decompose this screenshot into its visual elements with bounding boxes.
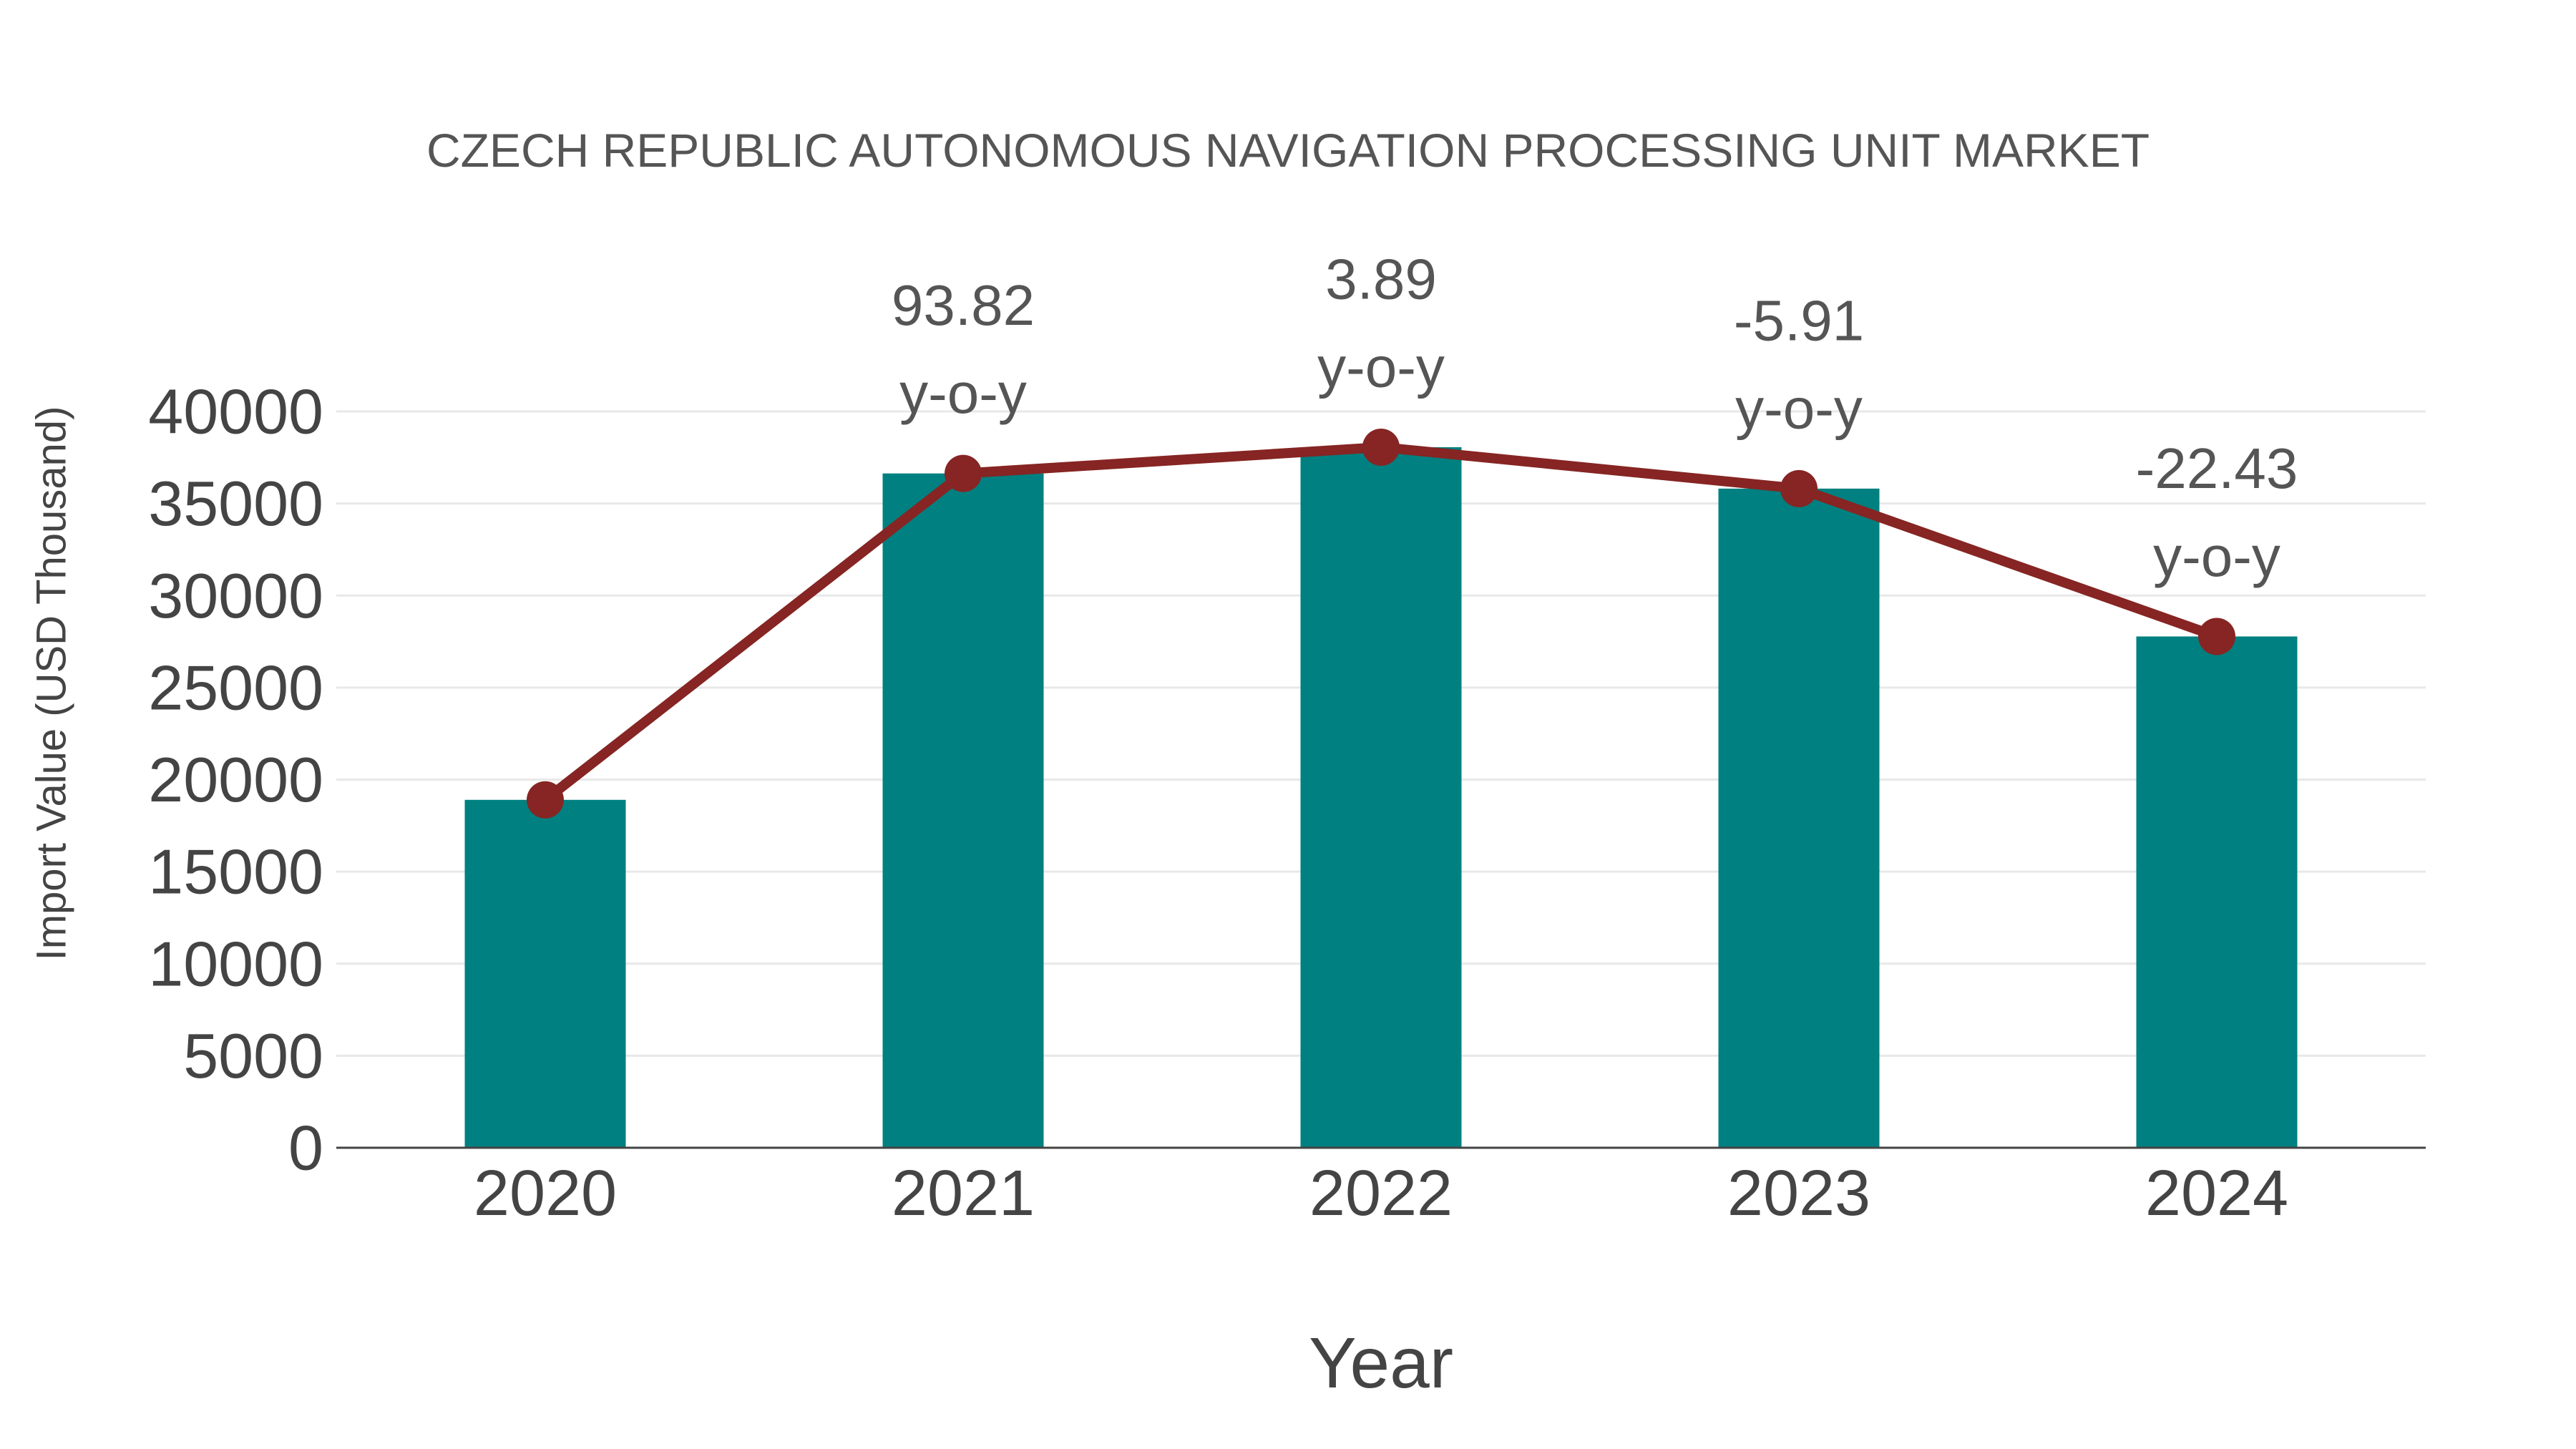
trend-marker-2024 xyxy=(2198,618,2235,655)
annotations-group: 93.82 y-o-y 3.89 y-o-y -5.91 y-o-y -22.43 y-o-y xyxy=(892,247,2298,587)
chart-title: CZECH REPUBLIC AUTONOMOUS NAVIGATION PRO… xyxy=(426,124,2150,177)
yoy-suffix-2024: y-o-y xyxy=(2153,525,2280,588)
y-tick-label-0: 0 xyxy=(288,1113,323,1184)
bar-2021 xyxy=(882,473,1044,1148)
yoy-suffix-2022: y-o-y xyxy=(1317,335,1445,399)
y-tick-label-15000: 15000 xyxy=(148,836,323,907)
yoy-value-2021: 93.82 xyxy=(892,273,1035,337)
x-axis-title: Year xyxy=(1309,1323,1453,1403)
yoy-suffix-2021: y-o-y xyxy=(899,361,1027,425)
bar-2024 xyxy=(2136,636,2298,1148)
x-tick-label-2023: 2023 xyxy=(1727,1158,1870,1229)
bars-group xyxy=(464,447,2298,1148)
y-tick-label-25000: 25000 xyxy=(148,652,323,723)
y-axis-title: Import Value (USD Thousand) xyxy=(29,406,75,961)
x-tick-labels-group: 2020 2021 2022 2023 2024 xyxy=(474,1158,2288,1229)
trend-marker-2020 xyxy=(527,781,564,819)
trend-line-group xyxy=(527,428,2235,819)
y-tick-label-5000: 5000 xyxy=(183,1020,323,1091)
yoy-value-2024: -22.43 xyxy=(2136,436,2298,500)
y-tick-label-20000: 20000 xyxy=(148,744,323,815)
yoy-value-2022: 3.89 xyxy=(1325,247,1437,311)
y-tick-label-40000: 40000 xyxy=(148,376,323,447)
y-tick-labels-group: 0 5000 10000 15000 20000 25000 30000 35000 40000 xyxy=(148,376,323,1184)
trend-marker-2021 xyxy=(945,454,982,492)
x-tick-label-2022: 2022 xyxy=(1309,1158,1453,1229)
bar-2023 xyxy=(1718,488,1880,1148)
y-tick-label-35000: 35000 xyxy=(148,468,323,539)
x-tick-label-2020: 2020 xyxy=(474,1158,617,1229)
trend-marker-2022 xyxy=(1362,428,1400,466)
bar-2020 xyxy=(464,799,626,1148)
trend-marker-2023 xyxy=(1780,469,1818,507)
yoy-suffix-2023: y-o-y xyxy=(1735,376,1863,440)
y-tick-label-30000: 30000 xyxy=(148,560,323,631)
x-tick-label-2024: 2024 xyxy=(2145,1158,2288,1229)
x-tick-label-2021: 2021 xyxy=(892,1158,1035,1229)
bar-2022 xyxy=(1300,447,1462,1148)
yoy-value-2023: -5.91 xyxy=(1734,288,1864,352)
y-tick-label-10000: 10000 xyxy=(148,928,323,999)
